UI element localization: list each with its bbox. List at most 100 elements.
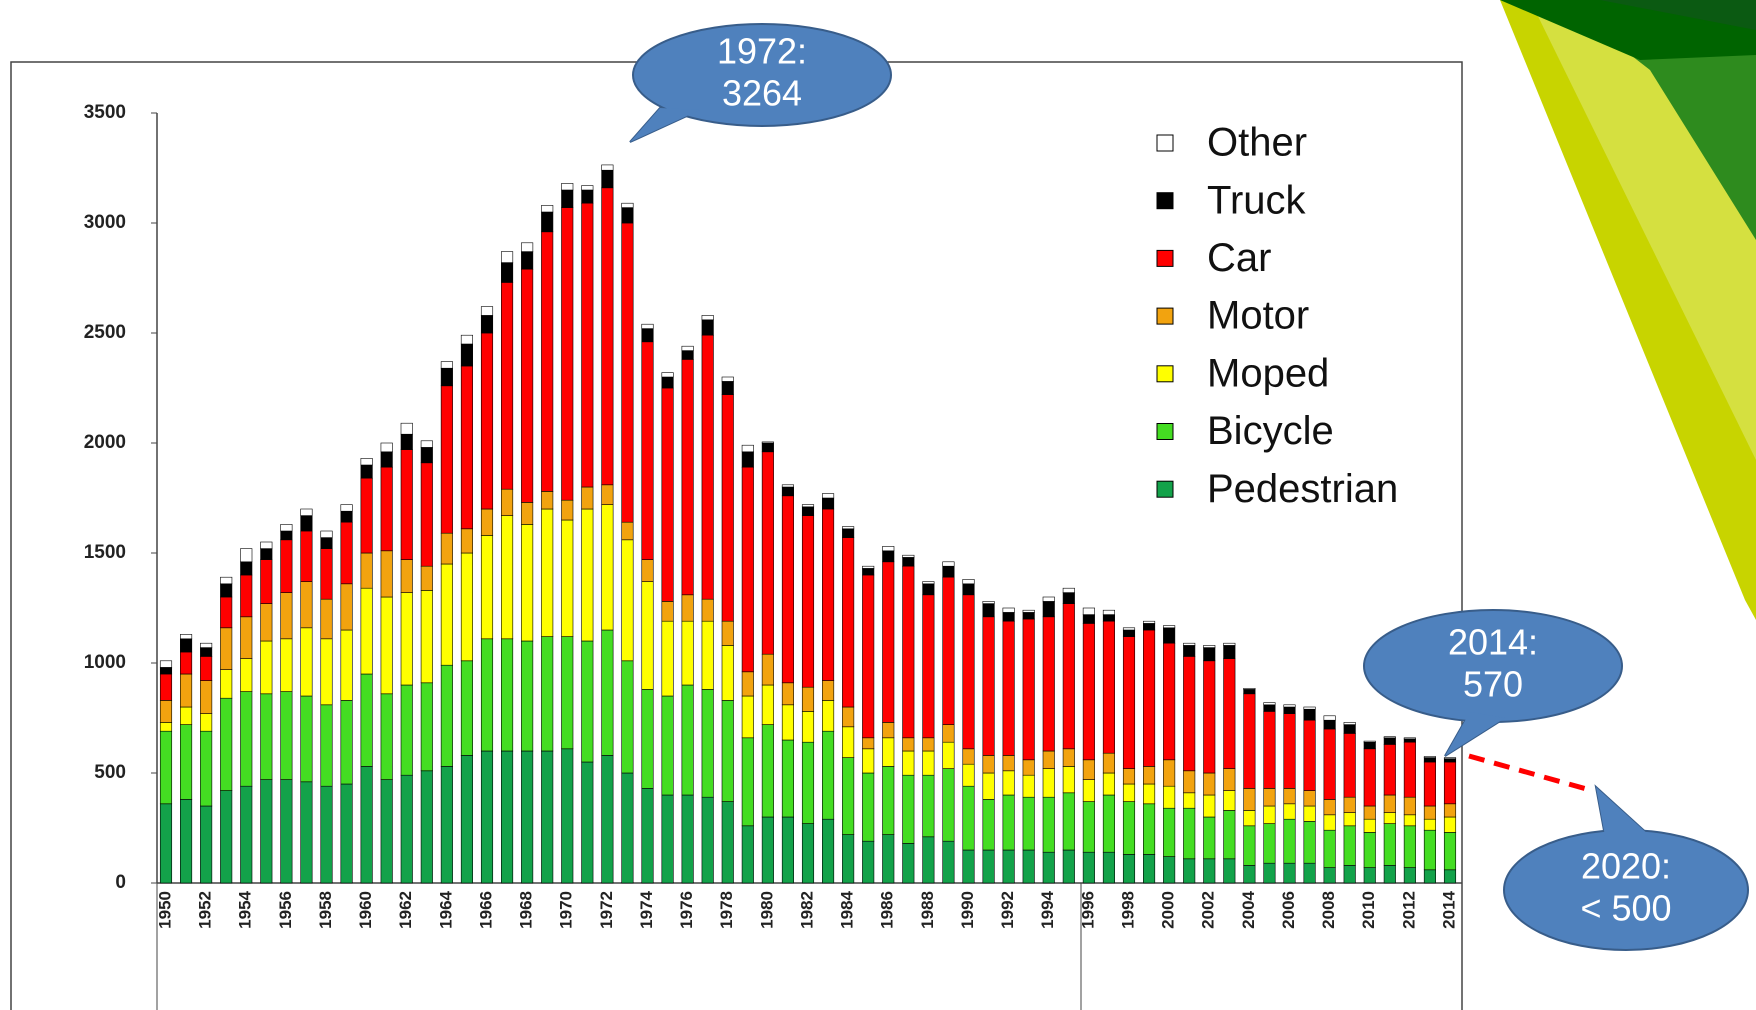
bar-segment [1224,810,1236,858]
bar-segment [521,751,533,883]
x-tick-label: 2000 [1159,891,1178,929]
callout: 2020:< 500 [1504,787,1748,950]
bar-segment [281,780,293,883]
bar-segment [1284,707,1296,714]
legend-label: Bicycle [1207,409,1334,453]
bar-segment [281,639,293,692]
x-tick-label: 2010 [1359,891,1378,929]
bar-segment [1284,705,1296,707]
bar-segment [1384,744,1396,795]
bar-segment [883,562,895,723]
bar-segment [481,535,493,638]
y-tick-label: 3500 [84,102,126,123]
bar-segment [1103,621,1115,753]
x-tick-label: 1984 [838,890,857,928]
bar-segment [1143,621,1155,623]
callout-text: 3264 [722,73,802,114]
bar-segment [923,738,935,751]
bar-segment [180,639,192,652]
bar-segment [301,582,313,628]
bar-segment [1103,615,1115,622]
bar-segment [241,575,253,617]
bar-segment [1304,806,1316,821]
bar-segment [1424,819,1436,830]
bar-segment [541,509,553,637]
legend-marker [1157,135,1173,151]
bar-segment [281,692,293,780]
callout-text: < 500 [1580,888,1671,929]
bar-segment [802,711,814,742]
projection-line [1469,756,1590,790]
bar-segment [401,423,413,434]
x-tick-label: 2004 [1239,890,1258,928]
bar-segment [1083,615,1095,624]
bar-segment [1284,788,1296,803]
bar-segment [622,203,634,207]
bar-segment [1244,694,1256,789]
bar-segment [200,731,212,806]
bar-segment [722,700,734,801]
bar-segment [782,496,794,683]
bar-segment [541,232,553,492]
bar-segment [1023,612,1035,619]
bar-segment [943,841,955,883]
bar-segment [241,692,253,787]
bar-segment [1304,709,1316,720]
bar-segment [521,524,533,641]
bar-segment [682,351,694,360]
bar-segment [1063,793,1075,850]
bar-segment [160,731,172,804]
bar-segment [381,551,393,597]
bar-segment [1324,799,1336,814]
bar-segment [1364,806,1376,819]
bar-segment [1404,797,1416,815]
bar-segment [241,562,253,575]
bar-segment [762,817,774,883]
bar-segment [702,320,714,335]
bar-segment [983,773,995,799]
bar-segment [1003,771,1015,795]
bar-segment [1063,604,1075,749]
bar-segment [862,749,874,773]
legend-label: Truck [1207,178,1307,222]
bar-segment [762,452,774,654]
bar-segment [261,694,273,780]
x-tick-label: 1962 [396,891,415,929]
bar-segment [501,252,513,263]
bar-segment [1063,588,1075,592]
bar-segment [361,458,373,465]
x-tick-label: 1976 [677,891,696,929]
bar-segment [983,617,995,756]
bar-segment [1304,707,1316,709]
bar-segment [401,450,413,560]
bar-segment [903,738,915,751]
bar-segment [541,751,553,883]
bar-segment [1143,766,1155,784]
bar-segment [281,524,293,531]
bar-segment [862,841,874,883]
bar-segment [702,797,714,883]
bar-segment [1424,806,1436,819]
bar-segment [1083,852,1095,883]
bar-segment [1244,689,1256,693]
legend-label: Other [1207,121,1307,165]
bar-segment [180,725,192,800]
bar-segment [642,689,654,788]
bar-segment [1224,643,1236,645]
bar-segment [923,584,935,595]
bar-segment [501,282,513,489]
bar-segment [562,520,574,637]
callout-text: 1972: [717,31,807,72]
bar-segment [1304,720,1316,790]
bar-segment [1384,824,1396,866]
bar-segment [862,566,874,568]
bar-segment [562,183,574,190]
bar-segment [983,755,995,773]
bar-segment [220,670,232,699]
bar-segment [682,795,694,883]
bar-segment [1284,863,1296,883]
bar-segment [822,509,834,681]
bar-segment [1183,771,1195,793]
bar-segment [1424,757,1436,758]
bar-segment [822,731,834,819]
